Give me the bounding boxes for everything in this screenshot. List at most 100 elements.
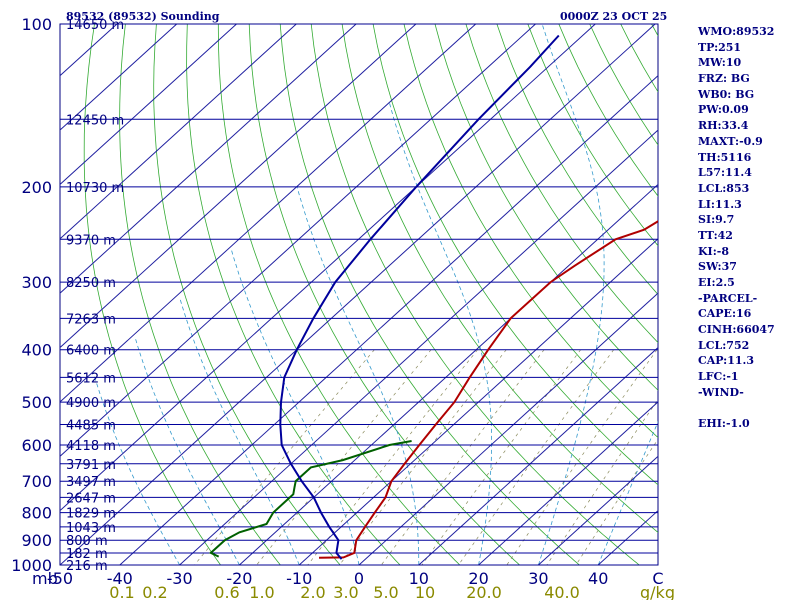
height-label: 4118 m xyxy=(66,439,116,454)
index-entry: MW:10 xyxy=(698,56,742,70)
height-label: 2647 m xyxy=(66,491,116,506)
height-label: 3497 m xyxy=(66,475,116,490)
index-entry: LCL:752 xyxy=(698,338,750,352)
temperature-tick-label: 20 xyxy=(468,569,488,588)
isotherm-line xyxy=(60,24,536,457)
isotherm-line xyxy=(60,24,477,403)
mixing-ratio-label: 0.1 xyxy=(109,583,134,600)
index-entry: TT:42 xyxy=(698,228,733,242)
index-entry: TP:251 xyxy=(698,40,742,54)
temperature-tick-label: C xyxy=(652,569,663,588)
mixing-ratio-label: 2.0 xyxy=(300,583,325,600)
isotherm-line xyxy=(358,292,658,565)
dewpoint-profile xyxy=(209,440,412,558)
height-label: 6400 m xyxy=(66,344,116,359)
isotherm-line xyxy=(478,401,658,565)
index-entry: CAP:11.3 xyxy=(698,354,755,368)
pressure-tick-label: 300 xyxy=(21,273,52,292)
height-label: 14650 m xyxy=(66,18,124,33)
index-entry: FRZ: BG xyxy=(698,72,750,86)
index-entry: LI:11.3 xyxy=(698,197,742,211)
isotherm-line xyxy=(298,238,658,565)
height-label: 3791 m xyxy=(66,458,116,473)
index-entry: CAPE:16 xyxy=(698,307,752,321)
height-label: 7263 m xyxy=(66,312,116,327)
height-label: 800 m xyxy=(66,534,108,549)
height-label: 4485 m xyxy=(66,419,116,434)
pressure-tick-label: 400 xyxy=(21,341,52,360)
mixing-ratio-label: 0.6 xyxy=(214,583,239,600)
isotherm-line xyxy=(60,24,178,131)
chart-subtitle: 0000Z 23 OCT 25 xyxy=(560,10,667,23)
index-entry: KI:-8 xyxy=(698,244,729,258)
index-entry: TH:5116 xyxy=(698,150,752,164)
index-entry: SI:9.7 xyxy=(698,213,735,227)
height-label: 5612 m xyxy=(66,371,116,386)
temperature-tick-label: -50 xyxy=(47,569,73,588)
isotherm-line xyxy=(60,24,297,240)
isotherm-line xyxy=(60,24,417,349)
temperature-tick-label: -30 xyxy=(167,569,193,588)
pressure-tick-label: 1000 xyxy=(11,556,52,575)
pressure-tick-label: 700 xyxy=(21,472,52,491)
mixing-ratio-label: 0.2 xyxy=(142,583,167,600)
index-entry: -WIND- xyxy=(698,385,744,399)
index-entry: RH:33.4 xyxy=(698,119,749,133)
index-entry: CINH:66047 xyxy=(698,323,775,337)
pressure-tick-label: 100 xyxy=(21,15,52,34)
isotherm-line xyxy=(179,129,658,565)
index-entry xyxy=(698,401,798,417)
mixing-ratio-label: 40.0 xyxy=(544,583,580,600)
pressure-unit-label: mb xyxy=(32,569,58,588)
temperature-tick-label: 30 xyxy=(528,569,548,588)
pressure-tick-label: 200 xyxy=(21,178,52,197)
isotherm-line xyxy=(418,346,658,565)
temperature-tick-label: -40 xyxy=(107,569,133,588)
index-entry: PW:0.09 xyxy=(698,103,749,117)
index-entry: L57:11.4 xyxy=(698,166,752,180)
moist-adiabat xyxy=(92,371,180,565)
index-entry: LCL:853 xyxy=(698,181,750,195)
height-label: 1043 m xyxy=(66,521,116,536)
temperature-tick-label: 0 xyxy=(354,569,364,588)
index-entry: -PARCEL- xyxy=(698,291,758,305)
mixing-ratio-label: 5.0 xyxy=(373,583,398,600)
mixing-ratio-label: 1.0 xyxy=(249,583,274,600)
moist-adiabat xyxy=(230,248,360,565)
pressure-tick-label: 800 xyxy=(21,504,52,523)
isotherm-line xyxy=(119,75,658,565)
sounding-indices-panel: WMO:89532 TP:251 MW:10 FRZ: BG WB0: BG PW:0.0… xyxy=(698,24,798,432)
height-label: 8250 m xyxy=(66,276,116,291)
height-label: 4900 m xyxy=(66,396,116,411)
pressure-tick-label: 600 xyxy=(21,436,52,455)
pressure-tick-label: 500 xyxy=(21,393,52,412)
height-label: 10730 m xyxy=(66,181,124,196)
moist-adiabat xyxy=(179,297,300,565)
index-entry: WB0: BG xyxy=(698,87,755,101)
isotherm-line xyxy=(60,24,237,186)
mixing-ratio-label: 10 xyxy=(415,583,435,600)
index-entry: MAXT:-0.9 xyxy=(698,134,763,148)
index-entry: EHI:-1.0 xyxy=(698,417,750,431)
height-label: 1829 m xyxy=(66,507,116,522)
isotherm-line xyxy=(60,24,656,565)
temperature-tick-label: -20 xyxy=(226,569,252,588)
height-label: 182 m xyxy=(66,547,108,562)
temperature-profile xyxy=(318,220,658,559)
isotherm-line xyxy=(60,24,596,512)
pressure-tick-label: 900 xyxy=(21,531,52,550)
isotherm-line xyxy=(538,455,658,565)
temperature-tick-label: -10 xyxy=(286,569,312,588)
height-label: 216 m xyxy=(66,559,108,574)
mixing-ratio-label: 3.0 xyxy=(333,583,358,600)
temperature-tick-label: 10 xyxy=(409,569,429,588)
height-label: 12450 m xyxy=(66,113,124,128)
temperature-tick-label: 40 xyxy=(588,569,608,588)
index-entry: EI:2.5 xyxy=(698,276,735,289)
mixing-unit-label: g/kg xyxy=(640,583,675,600)
index-entry: SW:37 xyxy=(698,260,737,274)
height-label: 9370 m xyxy=(66,233,116,248)
parcel-path xyxy=(279,34,560,560)
mixing-ratio-label: 20.0 xyxy=(466,583,502,600)
